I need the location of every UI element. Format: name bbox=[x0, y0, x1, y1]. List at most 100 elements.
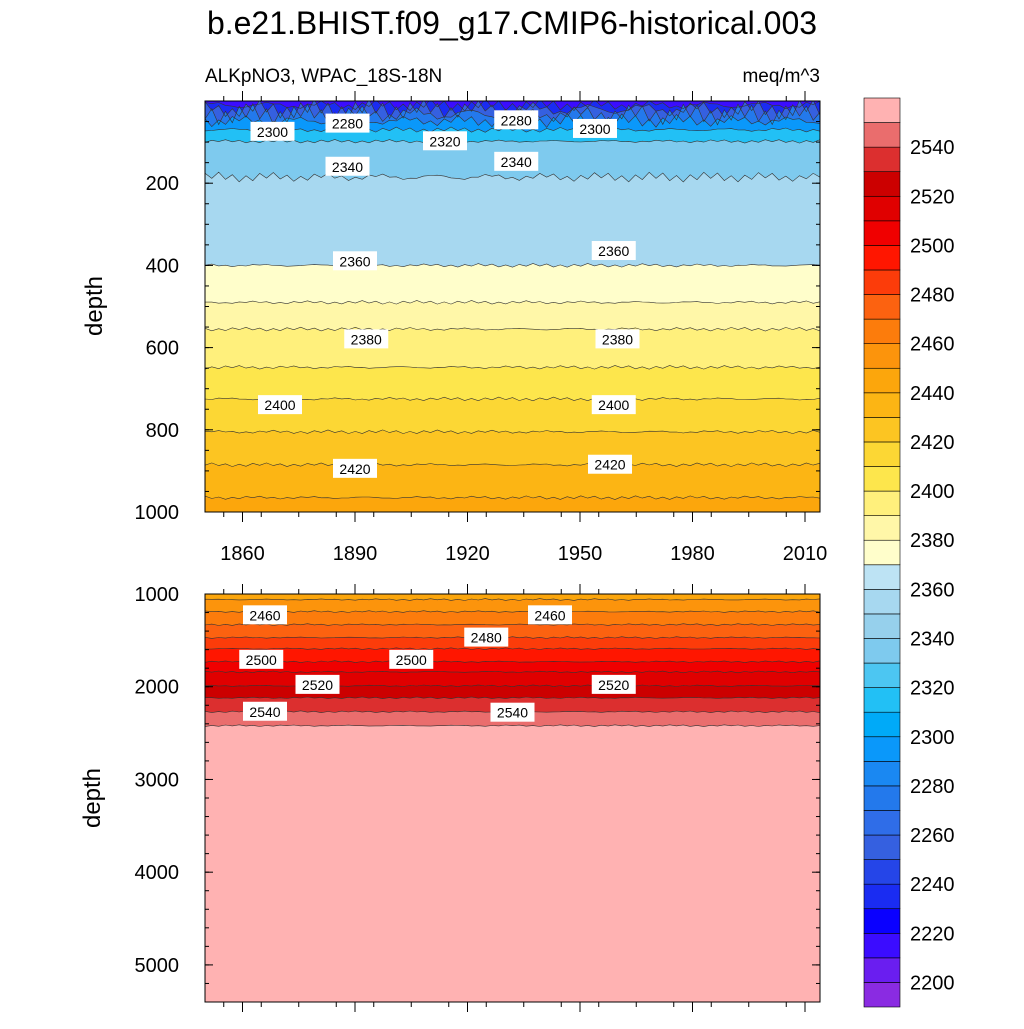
x-tick-label: 1980 bbox=[670, 543, 715, 565]
contour-label-box bbox=[344, 329, 389, 349]
colorbar-label: 2400 bbox=[910, 481, 955, 503]
contour-label-text: 2340 bbox=[332, 159, 363, 175]
y-tick-label: 1000 bbox=[135, 584, 180, 606]
contour-label-text: 2280 bbox=[332, 116, 363, 132]
colorbar-swatch bbox=[863, 318, 901, 344]
contour-label: 2360 bbox=[333, 251, 377, 271]
contour-label-text: 2500 bbox=[246, 652, 277, 668]
contour-label: 2320 bbox=[423, 131, 467, 151]
colorbar-swatch bbox=[863, 564, 901, 590]
contour-fill-2380 bbox=[205, 263, 820, 305]
units-subtitle: meq/m^3 bbox=[742, 66, 820, 87]
contour-label: 2340 bbox=[494, 151, 539, 171]
contour-label: 2500 bbox=[389, 649, 434, 669]
contour-fill-2520 bbox=[205, 671, 820, 687]
colorbar-swatch bbox=[863, 589, 901, 615]
contour-line-2490 bbox=[205, 647, 820, 650]
contour-fill-2500 bbox=[205, 647, 820, 663]
x-tick-label: 1860 bbox=[220, 543, 265, 565]
contour-fill-2420 bbox=[205, 397, 820, 434]
contour-label: 2280 bbox=[325, 113, 370, 133]
colorbar-swatch bbox=[863, 932, 901, 959]
colorbar-label: 2360 bbox=[910, 579, 955, 601]
colorbar-swatch bbox=[863, 785, 901, 811]
contour-label: 2400 bbox=[258, 395, 302, 415]
contour-line-2480 bbox=[205, 636, 820, 639]
contour-label-box bbox=[595, 329, 640, 349]
contour-label-text: 2540 bbox=[497, 705, 528, 721]
colorbar-swatch bbox=[863, 122, 901, 148]
contour-fill-2390 bbox=[205, 300, 820, 331]
contour-label: 2460 bbox=[243, 605, 287, 625]
contour-line-2400 bbox=[205, 365, 820, 370]
colorbar-swatch bbox=[863, 638, 901, 664]
contour-label: 2420 bbox=[333, 458, 377, 478]
x-tick-label: 1920 bbox=[445, 543, 490, 565]
y-tick-label: 1000 bbox=[135, 502, 180, 524]
contour-label-box bbox=[243, 701, 287, 721]
contour-line-2530 bbox=[205, 696, 820, 700]
contour-label-box bbox=[490, 702, 535, 722]
contour-line-2440 bbox=[205, 495, 820, 500]
colorbar-label: 2220 bbox=[910, 923, 955, 945]
colorbar-label: 2540 bbox=[910, 137, 955, 159]
colorbar-label: 2460 bbox=[910, 334, 955, 356]
contour-fill-2510 bbox=[205, 660, 820, 673]
colorbar-swatch bbox=[863, 539, 901, 566]
contour-panels: 2300 2280 2280 2300 2320 2340 2340 2360 2360 2380… bbox=[135, 91, 827, 1012]
contour-line-2470 bbox=[205, 623, 820, 626]
colorbar-swatch bbox=[863, 245, 901, 271]
contour-fill-2460 bbox=[205, 598, 820, 613]
contour-fill-2400 bbox=[205, 327, 820, 370]
colorbar-swatch bbox=[863, 613, 901, 639]
colorbar-swatch bbox=[863, 171, 901, 197]
contour-label: 2480 bbox=[464, 627, 509, 647]
contour-fill-2360 bbox=[205, 172, 820, 268]
contour-fill-2450 bbox=[205, 594, 820, 601]
y-axis: 1000 2000 3000 4000 5000 bbox=[135, 584, 820, 1003]
contour-line-2450 bbox=[205, 598, 820, 601]
panel-upper: 2300 2280 2280 2300 2320 2340 2340 2360 2360 2380… bbox=[135, 91, 827, 565]
colorbar-swatch bbox=[863, 269, 901, 295]
contour-line-2380 bbox=[205, 300, 820, 305]
colorbar-swatch bbox=[863, 908, 901, 934]
colorbar-label: 2500 bbox=[910, 235, 955, 257]
contour-label-box bbox=[258, 395, 302, 415]
contour-label: 2420 bbox=[588, 454, 632, 474]
contour-label-box bbox=[494, 110, 539, 130]
contour-label-box bbox=[573, 118, 617, 138]
chart-title: b.e21.BHIST.f09_g17.CMIP6-historical.003 bbox=[207, 5, 817, 41]
colorbar-label: 2200 bbox=[910, 972, 955, 994]
contour-fill-2530 bbox=[205, 684, 820, 699]
y-tick-label: 400 bbox=[146, 255, 179, 277]
contour-label-box bbox=[243, 605, 287, 625]
contour-label-box bbox=[239, 649, 284, 669]
contour-label-text: 2380 bbox=[351, 331, 382, 347]
contour-label-box bbox=[591, 241, 636, 261]
contour-label-text: 2280 bbox=[501, 112, 532, 128]
colorbar-label: 2320 bbox=[910, 678, 955, 700]
colorbar-swatch bbox=[863, 761, 901, 787]
y-tick-label: 200 bbox=[146, 173, 179, 195]
contour-label-text: 2300 bbox=[257, 124, 288, 140]
contour-label: 2360 bbox=[591, 241, 636, 261]
contour-label-box bbox=[295, 674, 340, 694]
contour-label-text: 2400 bbox=[264, 397, 295, 413]
contour-fill-2410 bbox=[205, 365, 820, 401]
colorbar-swatch bbox=[863, 662, 901, 688]
colorbar-swatch bbox=[863, 220, 901, 246]
colorbar-label: 2520 bbox=[910, 186, 955, 208]
contour-label-box bbox=[325, 113, 370, 133]
colorbar-swatch bbox=[863, 97, 901, 123]
colorbar-swatch bbox=[863, 392, 901, 418]
colorbar-label: 2340 bbox=[910, 628, 955, 650]
contour-label-box bbox=[588, 454, 632, 474]
contour-label-box bbox=[464, 627, 509, 647]
y-tick-label: 4000 bbox=[135, 862, 180, 884]
colorbar-label: 2480 bbox=[910, 285, 955, 307]
colorbar-swatch bbox=[863, 294, 901, 320]
contour-label-box bbox=[591, 674, 636, 694]
contour-label-box bbox=[389, 649, 434, 669]
